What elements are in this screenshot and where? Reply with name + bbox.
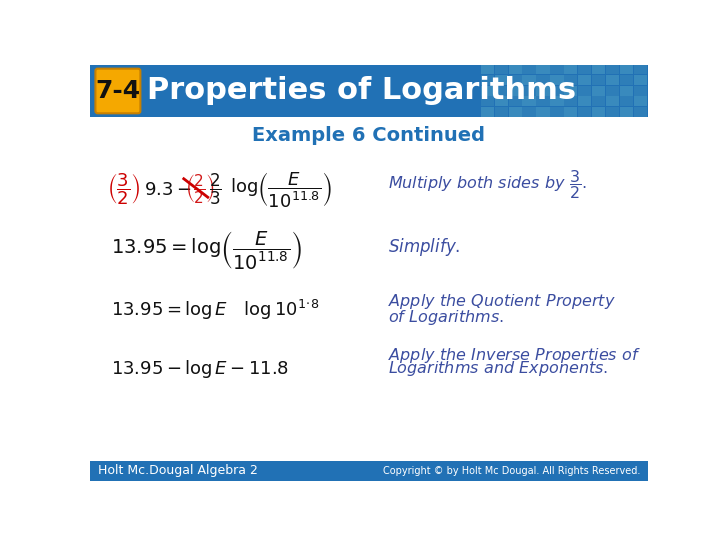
Text: $\mathit{Simplify.}$: $\mathit{Simplify.}$ [388,235,461,258]
Bar [578,107,591,117]
Text: Properties of Logarithms: Properties of Logarithms [148,77,577,105]
Bar [536,64,549,74]
Bar [508,75,522,85]
Bar [508,64,522,74]
Bar [578,75,591,85]
Bar [495,64,508,74]
Bar [523,64,536,74]
Text: $\mathit{of\ Logarithms.}$: $\mathit{of\ Logarithms.}$ [388,308,505,327]
Text: Example 6 Continued: Example 6 Continued [253,126,485,145]
Bar [536,96,549,106]
Bar [550,96,564,106]
Bar [481,96,494,106]
Bar [550,64,564,74]
Bar [593,85,606,96]
Bar [620,75,634,85]
Bar [550,85,564,96]
Bar [634,85,647,96]
Bar [564,85,577,96]
Text: $\dfrac{2}{3}$: $\dfrac{2}{3}$ [210,172,222,207]
Text: $\left(\dfrac{2}{2}\right)$: $\left(\dfrac{2}{2}\right)$ [184,172,215,205]
Bar [578,64,591,74]
Bar [578,96,591,106]
Text: $9.3 -$: $9.3 -$ [144,180,192,199]
Text: $\mathit{Apply\ the\ Quotient\ Property}$: $\mathit{Apply\ the\ Quotient\ Property}… [388,293,616,312]
Bar [523,85,536,96]
Text: Copyright © by Holt Mc Dougal. All Rights Reserved.: Copyright © by Holt Mc Dougal. All Right… [383,465,640,476]
Bar [90,461,648,481]
Bar [564,75,577,85]
Text: $13.95 - \log E - 11.8$: $13.95 - \log E - 11.8$ [111,358,289,380]
Text: $13.95 = \log\!\left(\dfrac{E}{10^{11.8}}\right)$: $13.95 = \log\!\left(\dfrac{E}{10^{11.8}… [111,228,302,271]
Bar [634,64,647,74]
Text: $\mathit{Logarithms\ and\ Exponents.}$: $\mathit{Logarithms\ and\ Exponents.}$ [388,360,608,379]
Bar [606,64,619,74]
Bar [481,107,494,117]
Bar [620,96,634,106]
Bar [523,96,536,106]
Text: $\left(\dfrac{3}{2}\right)$: $\left(\dfrac{3}{2}\right)$ [107,172,140,207]
Bar [564,96,577,106]
Bar [495,85,508,96]
Bar [593,107,606,117]
Bar [536,107,549,117]
Bar [508,85,522,96]
Text: 7-4: 7-4 [95,79,140,103]
Bar [90,65,648,117]
Text: Holt Mc.Dougal Algebra 2: Holt Mc.Dougal Algebra 2 [98,464,258,477]
Text: $\log\!\left(\dfrac{E}{10^{11.8}}\right)$: $\log\!\left(\dfrac{E}{10^{11.8}}\right)… [230,170,332,209]
Bar [481,75,494,85]
Bar [606,75,619,85]
Bar [481,64,494,74]
Bar [634,96,647,106]
Text: $\mathit{Apply\ the\ Inverse\ Properties\ of}$: $\mathit{Apply\ the\ Inverse\ Properties… [388,346,642,365]
Bar [620,107,634,117]
Bar [523,107,536,117]
Bar [564,107,577,117]
Bar [536,85,549,96]
Bar [508,107,522,117]
Bar [593,96,606,106]
Bar [495,96,508,106]
Bar [495,75,508,85]
Bar [606,85,619,96]
Bar [620,85,634,96]
Bar [620,64,634,74]
FancyBboxPatch shape [96,69,140,113]
Bar [550,107,564,117]
Bar [523,75,536,85]
Bar [606,107,619,117]
Bar [578,85,591,96]
Bar [634,107,647,117]
Bar [481,85,494,96]
Bar [593,64,606,74]
Bar [634,75,647,85]
Bar [536,75,549,85]
Bar [508,96,522,106]
Text: $13.95 = \log E\quad \log 10^{1\!\cdot\!8}$: $13.95 = \log E\quad \log 10^{1\!\cdot\!… [111,298,319,322]
Bar [550,75,564,85]
Bar [564,64,577,74]
Bar [495,107,508,117]
Bar [606,96,619,106]
Bar [593,75,606,85]
Text: $\mathit{Multiply\ both\ sides\ by}\ \dfrac{3}{2}.$: $\mathit{Multiply\ both\ sides\ by}\ \df… [388,168,587,201]
